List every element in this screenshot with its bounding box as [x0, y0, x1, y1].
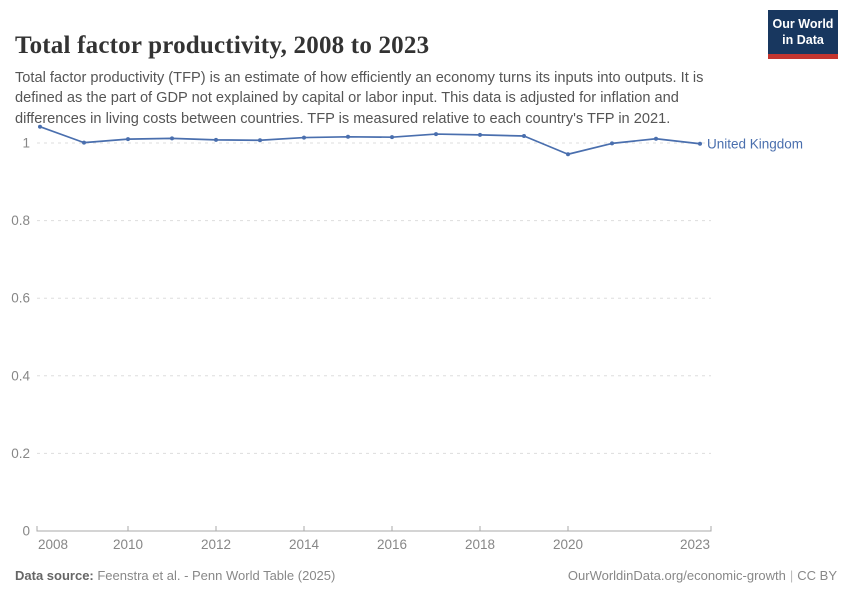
- data-point[interactable]: [434, 132, 438, 137]
- data-point[interactable]: [610, 141, 614, 146]
- owid-logo-line1: Our World: [772, 17, 834, 31]
- data-point[interactable]: [566, 152, 570, 157]
- x-tick-label: 2010: [113, 537, 143, 552]
- y-tick-label: 1: [22, 136, 30, 151]
- owid-url[interactable]: OurWorldinData.org/economic-growth: [567, 568, 786, 583]
- owid-logo[interactable]: Our World in Data: [768, 10, 838, 59]
- series-label[interactable]: United Kingdom: [707, 136, 803, 151]
- x-axis: [36, 526, 712, 532]
- y-tick-label: 0.8: [11, 213, 30, 228]
- data-point[interactable]: [82, 140, 86, 145]
- data-point[interactable]: [522, 134, 526, 139]
- x-tick-label: 2014: [289, 537, 320, 552]
- data-point[interactable]: [390, 135, 394, 140]
- x-tick-label: 2018: [465, 537, 495, 552]
- y-tick-label: 0: [22, 524, 30, 539]
- data-source: Data source: Feenstra et al. - Penn Worl…: [15, 568, 335, 583]
- y-tick-label: 0.6: [11, 291, 30, 306]
- data-point[interactable]: [38, 124, 42, 129]
- data-point[interactable]: [654, 136, 658, 141]
- license-label[interactable]: CC BY: [797, 568, 837, 583]
- data-source-label: Data source:: [15, 568, 94, 583]
- data-point[interactable]: [170, 136, 174, 141]
- data-point[interactable]: [214, 137, 218, 142]
- data-point[interactable]: [346, 134, 350, 139]
- data-point[interactable]: [258, 138, 262, 143]
- footer-separator: |: [789, 568, 794, 583]
- data-point[interactable]: [478, 132, 482, 137]
- y-tick-label: 0.4: [11, 368, 30, 383]
- x-tick-label: 2023: [680, 537, 710, 552]
- x-tick-label: 2016: [377, 537, 407, 552]
- chart-footer: Data source: Feenstra et al. - Penn Worl…: [15, 568, 837, 583]
- data-point[interactable]: [126, 137, 130, 142]
- y-tick-label: 0.2: [11, 446, 30, 461]
- x-tick-label: 2012: [201, 537, 231, 552]
- footer-links: OurWorldinData.org/economic-growth | CC BY: [568, 568, 837, 583]
- data-source-value: Feenstra et al. - Penn World Table (2025…: [93, 568, 336, 583]
- data-line[interactable]: [39, 125, 701, 156]
- x-tick-label: 2020: [553, 537, 583, 552]
- data-point[interactable]: [302, 135, 306, 140]
- data-point[interactable]: [698, 141, 702, 146]
- owid-logo-line2: in Data: [782, 33, 824, 48]
- page-title: Total factor productivity, 2008 to 2023: [15, 31, 430, 59]
- x-tick-label: 2008: [38, 537, 68, 552]
- page-subtitle: Total factor productivity (TFP) is an es…: [15, 69, 704, 128]
